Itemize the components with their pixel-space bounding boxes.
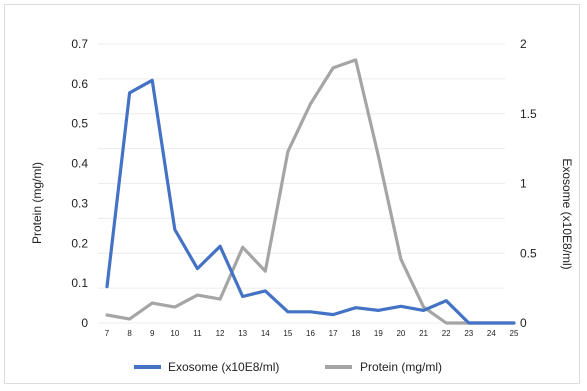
right-tick-label: 1.5 xyxy=(520,107,537,121)
x-tick-label: 23 xyxy=(464,329,473,338)
left-tick-label: 0 xyxy=(81,316,88,330)
right-tick-label: 0.5 xyxy=(520,246,537,260)
x-tick-label: 24 xyxy=(487,329,496,338)
right-tick-label: 1 xyxy=(520,177,527,191)
x-tick-label: 9 xyxy=(150,329,155,338)
left-tick-label: 0.6 xyxy=(71,77,88,91)
legend-label-exosome: Exosome (x10E8/ml) xyxy=(168,360,279,374)
right-tick-label: 0 xyxy=(520,316,527,330)
x-tick-label: 11 xyxy=(193,329,202,338)
left-tick-label: 0.4 xyxy=(71,157,88,171)
x-tick-label: 17 xyxy=(329,329,338,338)
left-tick-label: 0.3 xyxy=(71,196,88,210)
left-axis-ticks: 0 0.1 0.2 0.3 0.4 0.5 0.6 0.7 xyxy=(71,37,88,330)
right-axis-ticks: 0 0.5 1 1.5 2 xyxy=(520,37,537,330)
chart-frame xyxy=(4,4,580,384)
x-tick-label: 19 xyxy=(374,329,383,338)
legend-label-protein: Protein (mg/ml) xyxy=(360,360,442,374)
x-tick-label: 20 xyxy=(396,329,405,338)
right-axis-label: Exosome (x10E8/ml) xyxy=(560,158,574,269)
gridlines xyxy=(98,43,505,324)
x-tick-label: 7 xyxy=(105,329,110,338)
left-axis-label: Protein (mg/ml) xyxy=(30,162,44,244)
x-tick-label: 25 xyxy=(510,329,519,338)
x-tick-label: 22 xyxy=(442,329,451,338)
x-tick-label: 8 xyxy=(127,329,132,338)
right-tick-label: 2 xyxy=(520,37,527,51)
left-tick-label: 0.7 xyxy=(71,37,88,51)
left-tick-label: 0.1 xyxy=(71,276,88,290)
series-line-exosome xyxy=(105,78,516,325)
x-axis-ticks: 7 8 9 10 11 12 13 14 15 16 17 18 19 20 21 22 23 24 25 xyxy=(105,329,519,338)
x-tick-label: 18 xyxy=(351,329,360,338)
x-tick-label: 15 xyxy=(283,329,292,338)
x-tick-label: 12 xyxy=(216,329,225,338)
legend: Exosome (x10E8/ml) Protein (mg/ml) xyxy=(134,360,442,374)
x-tick-label: 21 xyxy=(419,329,428,338)
x-tick-label: 13 xyxy=(238,329,247,338)
left-tick-label: 0.2 xyxy=(71,236,88,250)
series-lines xyxy=(105,58,516,325)
x-tick-label: 16 xyxy=(306,329,315,338)
x-tick-label: 14 xyxy=(261,329,270,338)
x-tick-label: 10 xyxy=(170,329,179,338)
series-line-protein xyxy=(105,58,516,325)
left-tick-label: 0.5 xyxy=(71,117,88,131)
